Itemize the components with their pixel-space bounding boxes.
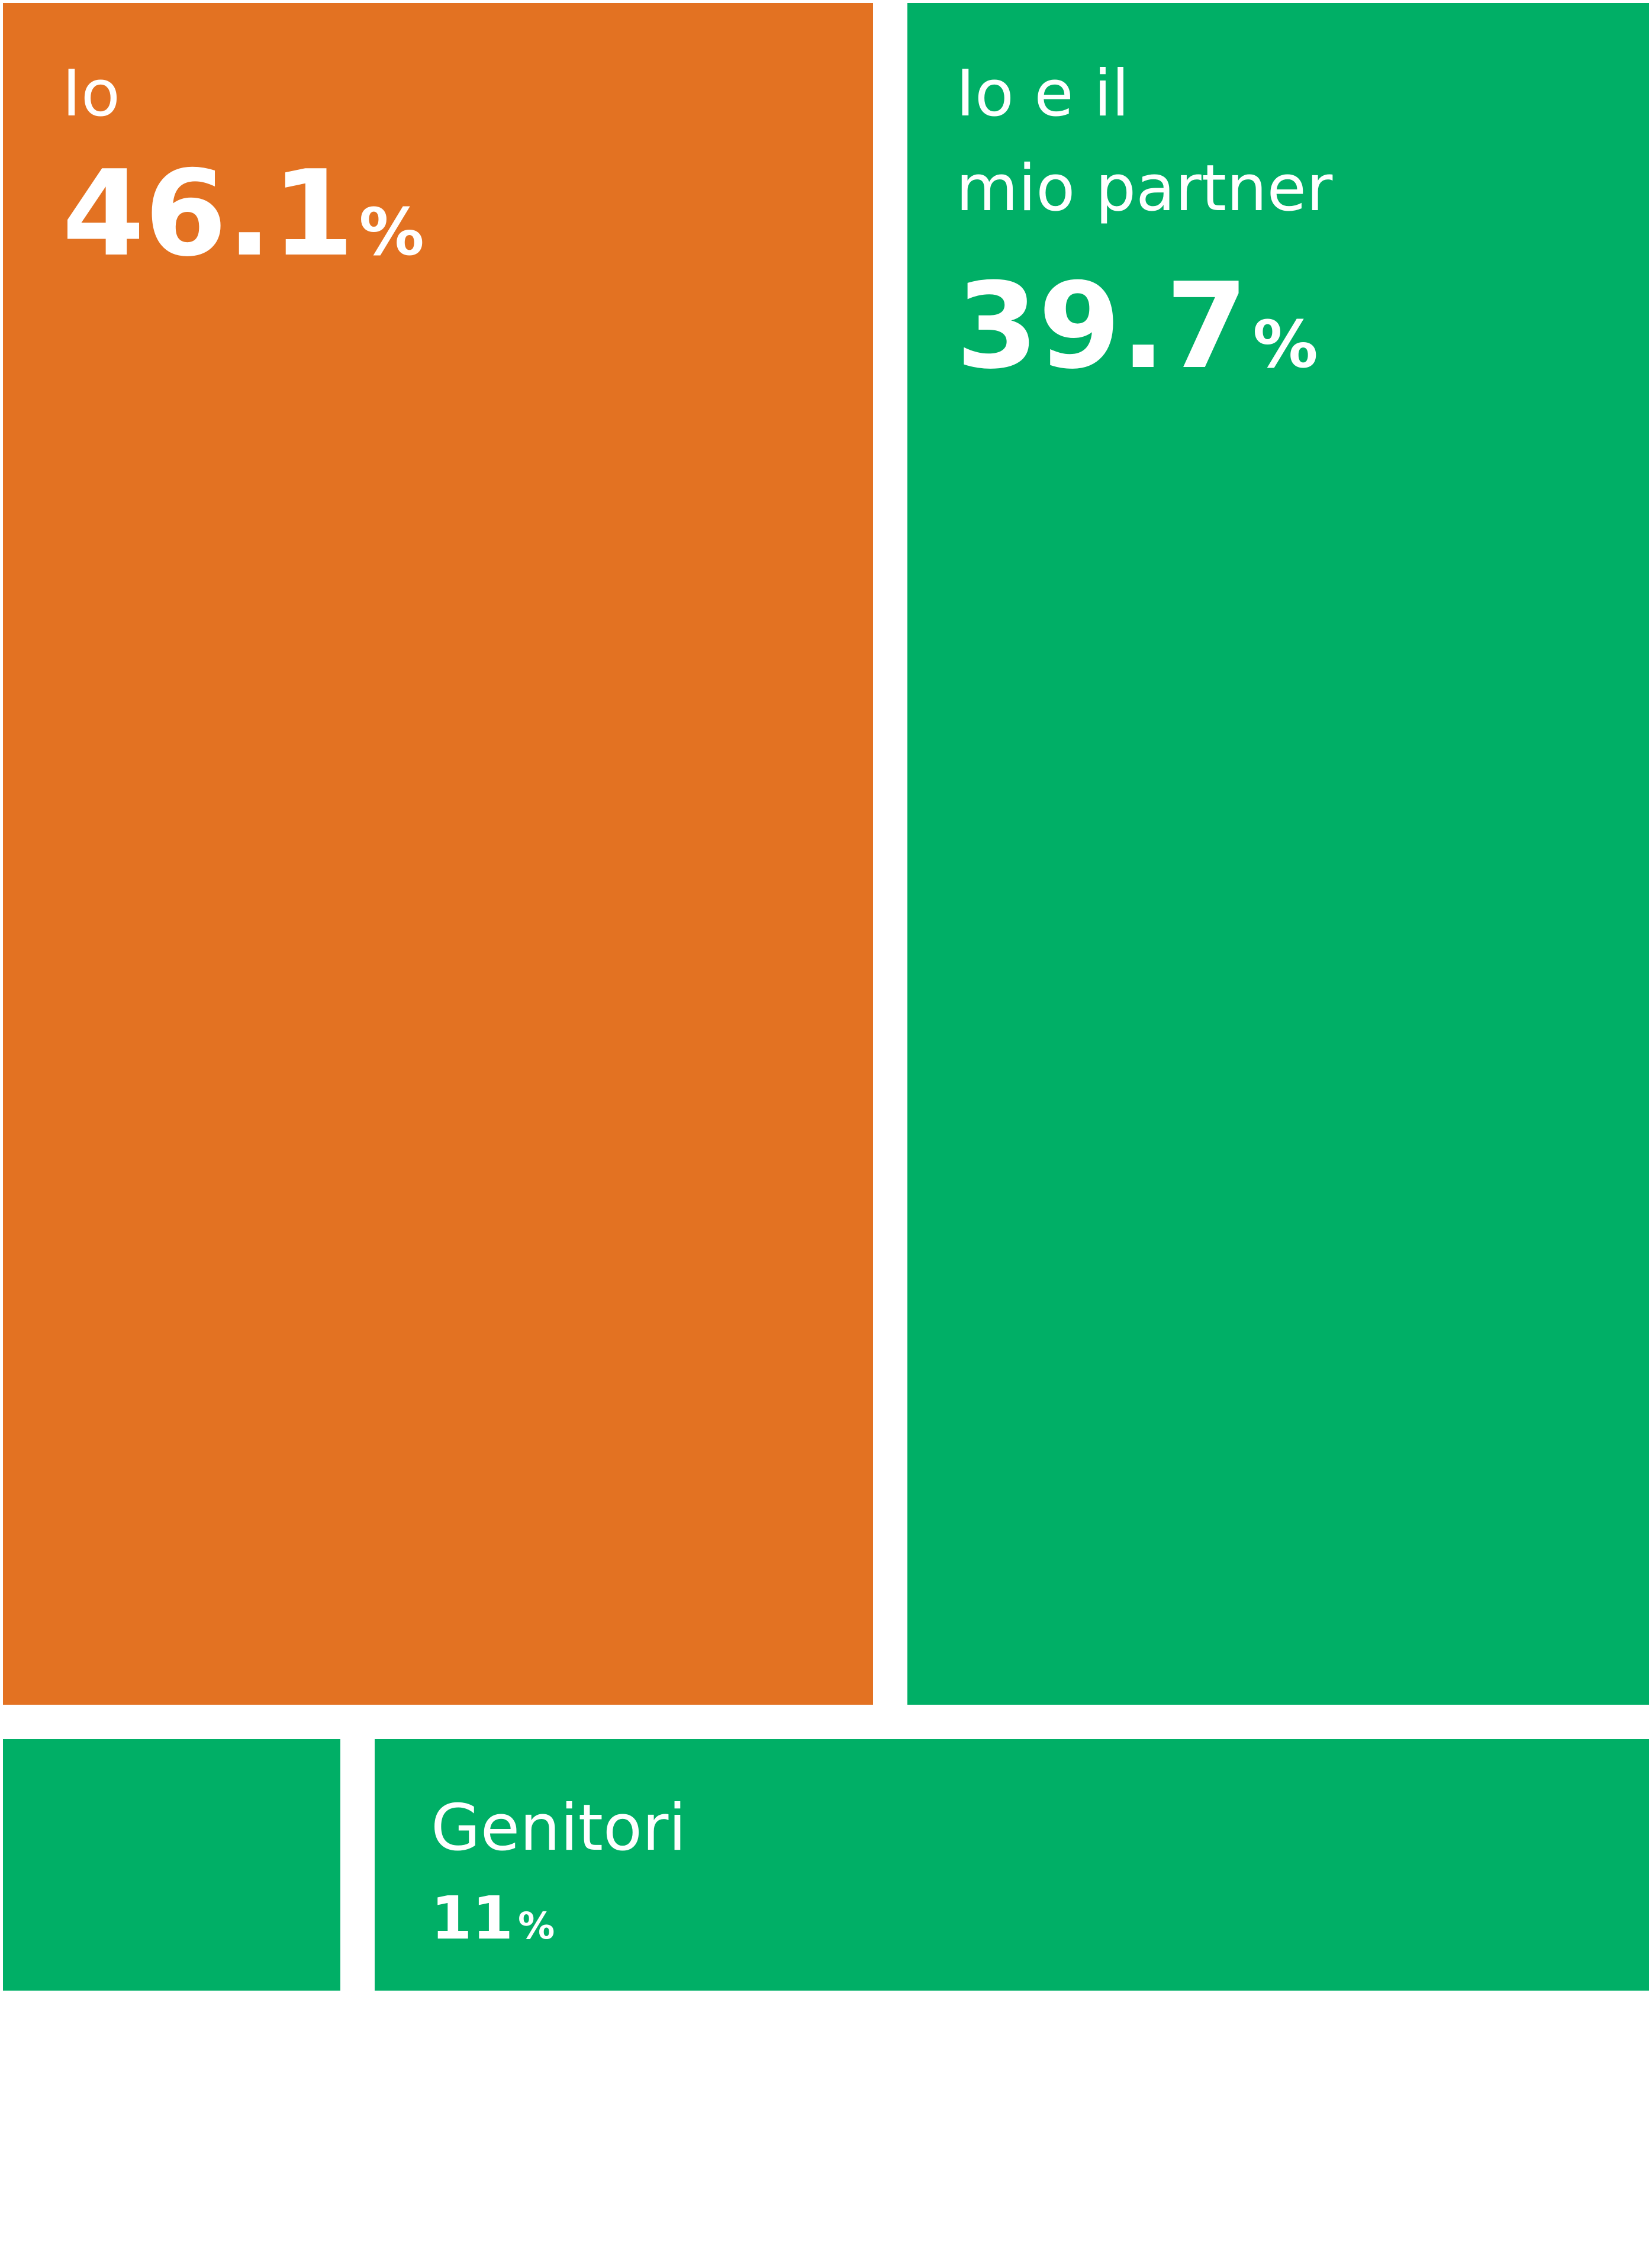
treemap-value-unit: %: [518, 1904, 555, 1947]
treemap-tile-1: [907, 3, 1649, 1705]
treemap-value-number: 39.7: [956, 257, 1248, 395]
treemap-tile-label: Io e il: [956, 57, 1129, 131]
treemap-tile-label: Genitori: [431, 1791, 686, 1865]
treemap-tile-value: 46.1%: [62, 145, 424, 283]
treemap-tile-label: mio partner: [956, 152, 1333, 226]
treemap-tile-3: [375, 1739, 1649, 1991]
treemap-tile-0: [3, 3, 873, 1705]
treemap-tile-label: Io: [62, 57, 120, 131]
treemap-labels: Io 46.1% Io e il mio partner 39.7% Genitori 11…: [62, 57, 1333, 1953]
treemap-value-unit: %: [1252, 307, 1318, 382]
treemap-tiles: [3, 3, 1649, 1991]
treemap-tile-2: [3, 1739, 340, 1991]
treemap-tile-value: 39.7%: [956, 257, 1318, 395]
treemap-tile-value: 11%: [431, 1883, 555, 1953]
treemap-value-number: 46.1: [62, 145, 354, 283]
treemap-value-number: 11: [431, 1883, 513, 1953]
treemap-value-unit: %: [359, 194, 424, 270]
